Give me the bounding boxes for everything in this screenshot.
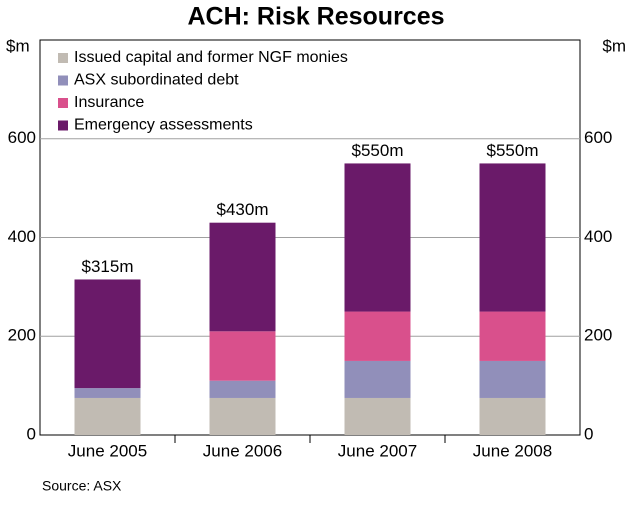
y-tick-label: 200 (8, 326, 36, 345)
chart-title: ACH: Risk Resources (187, 3, 444, 31)
total-label: $430m (217, 200, 269, 219)
legend-label: Issued capital and former NGF monies (74, 49, 348, 66)
bar-segment (74, 397, 141, 435)
x-tick-label: June 2005 (68, 441, 147, 460)
total-label: $550m (352, 141, 404, 160)
bar-segment (209, 397, 276, 435)
bar-segment (209, 380, 276, 398)
y-unit-right: $m (602, 36, 626, 55)
y-tick-label-right: 600 (584, 128, 612, 147)
legend-swatch (58, 98, 68, 108)
bar-segment (479, 397, 546, 435)
y-unit-left: $m (6, 36, 30, 55)
legend-swatch (58, 75, 68, 86)
bar-segment (74, 388, 141, 398)
bar-segment (479, 360, 546, 398)
bar-segment (344, 163, 411, 312)
bar-segment (74, 279, 141, 389)
x-tick-label: June 2006 (203, 441, 282, 460)
legend-label: Emergency assessments (74, 117, 253, 134)
legend-label: ASX subordinated debt (74, 72, 239, 89)
bar-segment (209, 222, 276, 332)
y-tick-label: 400 (8, 227, 36, 246)
y-tick-label-right: 400 (584, 227, 612, 246)
bar-segment (479, 311, 546, 361)
legend-label: Insurance (74, 94, 144, 111)
bar-segment (344, 311, 411, 361)
total-label: $550m (487, 141, 539, 160)
bar-segment (344, 397, 411, 435)
x-tick-label: June 2007 (338, 441, 417, 460)
bar-segment (344, 360, 411, 398)
y-tick-label: 0 (27, 424, 36, 443)
legend-swatch (58, 120, 68, 131)
bar-segment (479, 163, 546, 312)
y-tick-label: 600 (8, 128, 36, 147)
bar-segment (209, 331, 276, 381)
x-tick-label: June 2008 (473, 441, 552, 460)
legend-swatch (58, 53, 68, 63)
y-tick-label-right: 200 (584, 326, 612, 345)
y-tick-label-right: 0 (584, 424, 593, 443)
source-note: Source: ASX (42, 478, 122, 494)
total-label: $315m (82, 257, 134, 276)
